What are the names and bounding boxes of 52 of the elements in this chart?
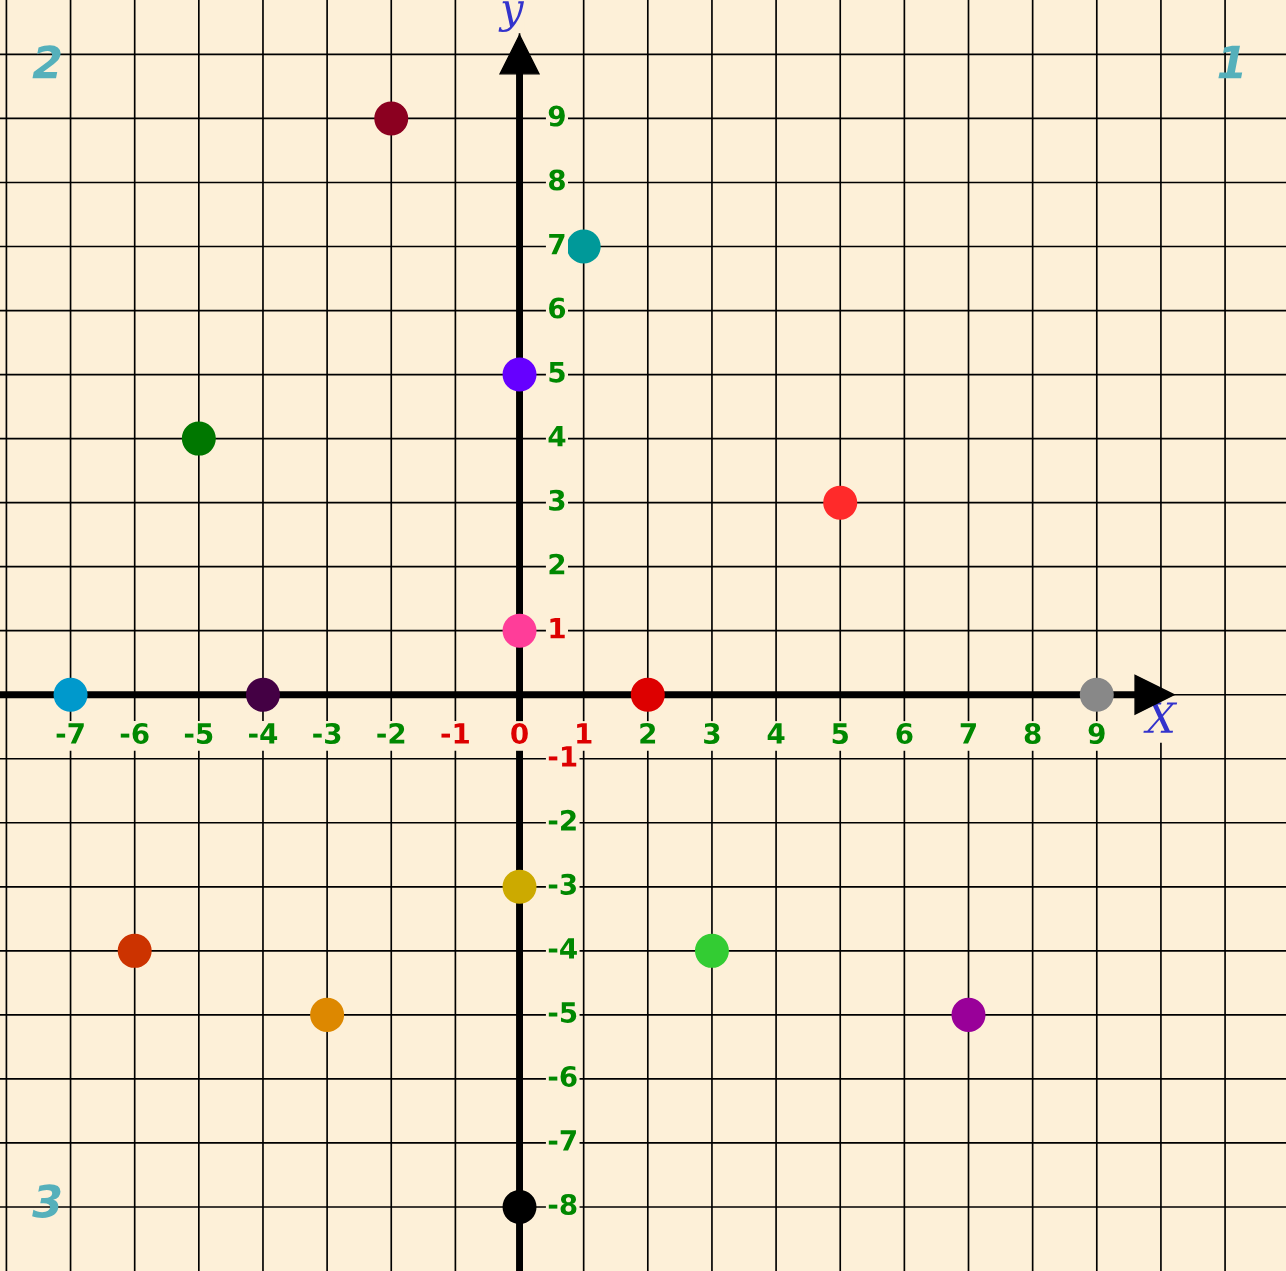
y-tick-label: -1: [548, 746, 577, 767]
x-tick-label: 2: [640, 723, 656, 744]
y-tick-label: -2: [548, 809, 576, 831]
y-tick-label: 3: [549, 489, 565, 511]
y-tick-label: -3: [548, 873, 576, 895]
point: [117, 933, 152, 968]
point: [181, 421, 216, 456]
x-tick-label: -2: [377, 723, 405, 744]
y-tick-label: 4: [548, 426, 566, 447]
x-tick-label: 8: [1024, 723, 1041, 745]
point: [502, 357, 537, 392]
y-tick-label: 7: [549, 233, 565, 255]
point: [566, 229, 601, 264]
x-tick-label: -7: [56, 723, 84, 744]
y-tick-label: 1: [550, 618, 565, 639]
x-tick-label: 5: [832, 723, 848, 745]
y-tick-label: -7: [548, 1130, 576, 1151]
y-tick-label: -5: [548, 1002, 577, 1023]
point: [310, 997, 345, 1032]
x-tick-label: 9: [1088, 723, 1105, 745]
x-tick-label: -4: [249, 723, 278, 744]
x-tick-label: -3: [313, 723, 341, 745]
x-tick-label: 6: [896, 723, 913, 745]
y-tick-label: -4: [548, 938, 577, 959]
x-tick-label: 0: [511, 723, 528, 745]
y-tick-label: 5: [549, 361, 565, 383]
y-axis-title: y: [498, 1, 525, 33]
y-tick-label: 2: [549, 553, 565, 575]
point: [1079, 677, 1114, 712]
x-tick-label: 4: [767, 723, 785, 744]
point: [694, 933, 729, 968]
point: [502, 869, 537, 904]
point: [502, 1189, 537, 1224]
point: [53, 677, 88, 712]
x-tick-label: -6: [120, 723, 149, 745]
x-tick-label: 7: [960, 723, 976, 744]
point: [502, 613, 537, 648]
x-tick-label: -5: [184, 723, 213, 745]
y-tick-label: 8: [549, 169, 565, 191]
x-tick-label: 3: [704, 723, 720, 745]
x-tick-label: 1: [577, 723, 592, 744]
point: [245, 677, 280, 712]
y-tick-label: -8: [548, 1194, 577, 1216]
annotation: 2: [32, 45, 61, 79]
point: [374, 101, 409, 136]
point: [823, 485, 858, 520]
y-tick-label: 9: [548, 105, 565, 127]
point: [951, 997, 986, 1032]
y-tick-label: -6: [548, 1065, 577, 1087]
y-tick-label: 6: [549, 297, 566, 319]
point: [630, 677, 665, 712]
x-tick-label: -1: [441, 723, 469, 744]
